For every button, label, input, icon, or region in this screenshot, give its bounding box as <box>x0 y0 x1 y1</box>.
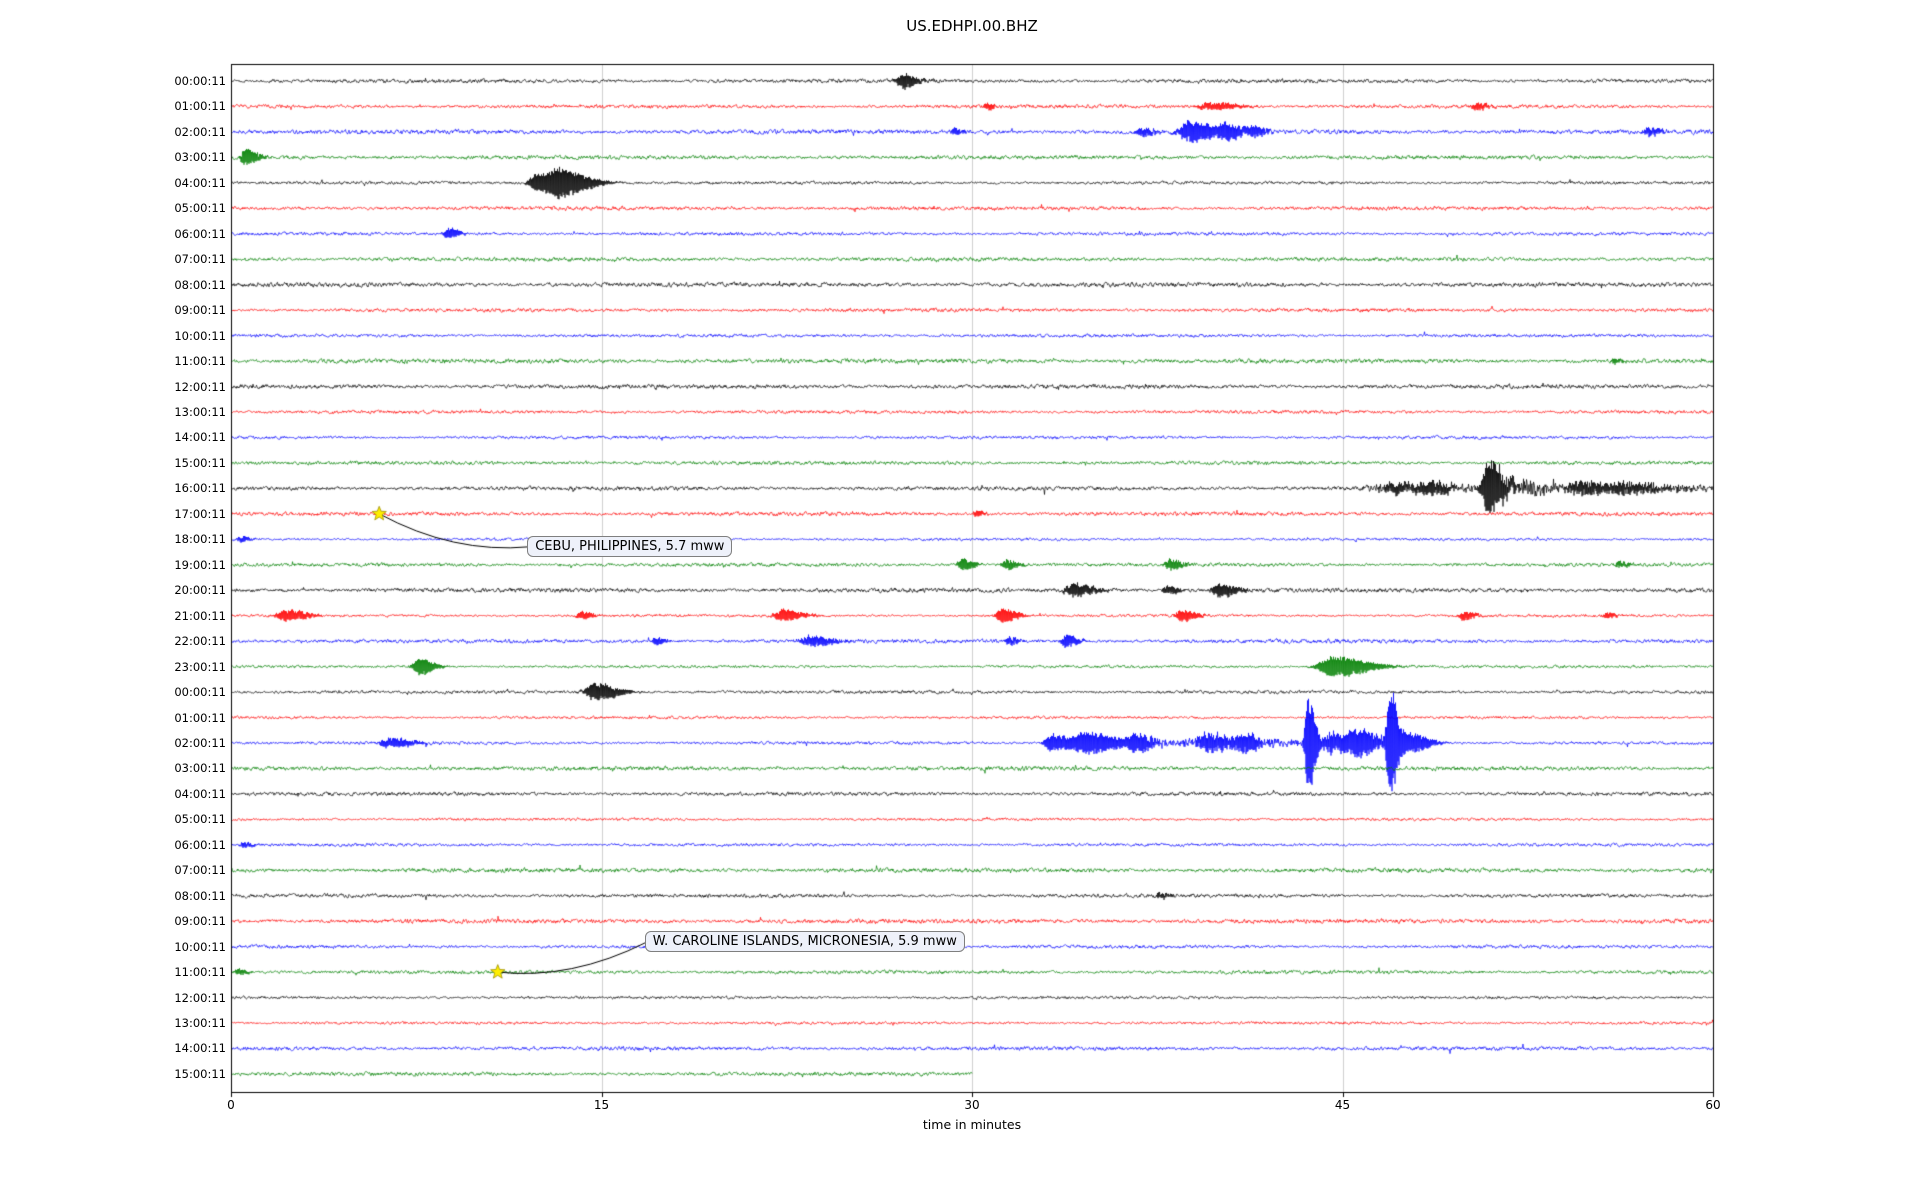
event-annotation-cebu: CEBU, PHILIPPINES, 5.7 mww <box>527 535 733 557</box>
event-annotation-caroline: W. CAROLINE ISLANDS, MICRONESIA, 5.9 mww <box>644 931 965 953</box>
